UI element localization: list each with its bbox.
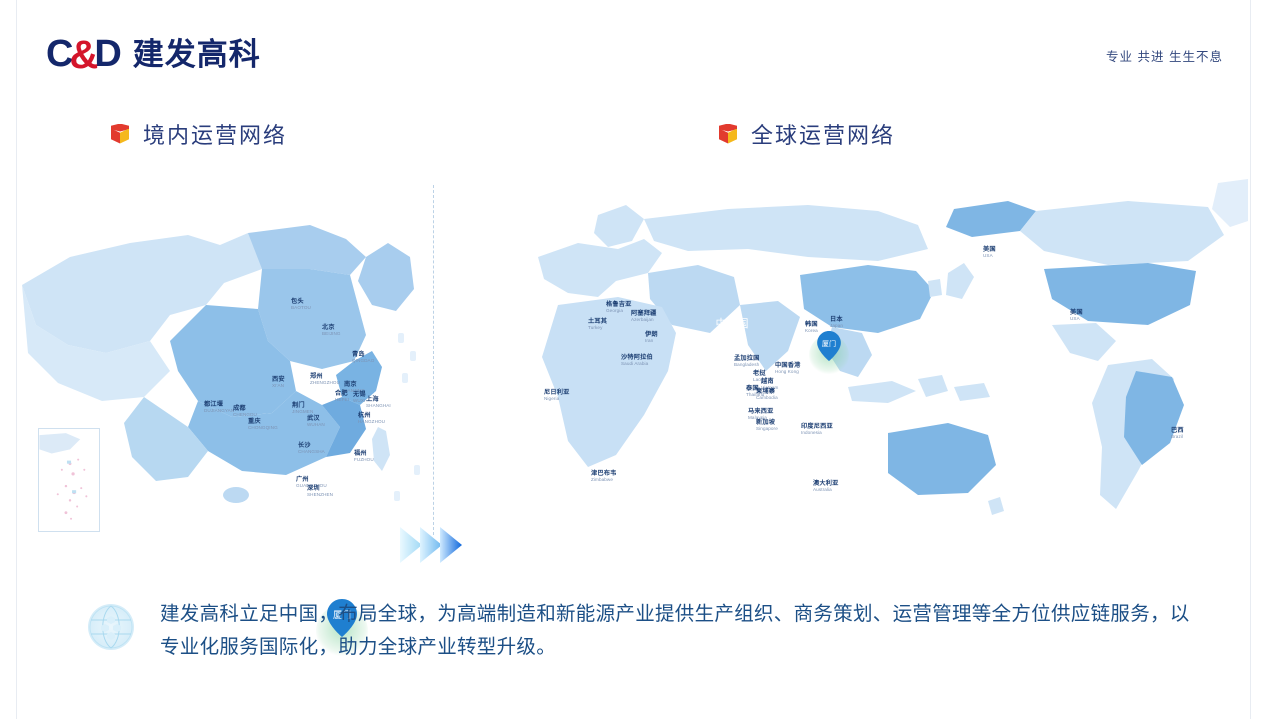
- section-title-global: 全球运营网络: [751, 123, 896, 148]
- map-pin-label: 深圳 SHENZHEN: [307, 485, 334, 497]
- brand-logo: C & D 建发高科: [46, 33, 261, 77]
- logo-mark: C & D: [46, 33, 122, 77]
- svg-text:厦门: 厦门: [333, 609, 351, 620]
- map-pin-label: 合肥 HEFEI: [335, 390, 350, 402]
- china-country-label: 中 国 China: [715, 318, 753, 337]
- frame-line-left: [16, 0, 17, 719]
- map-pin-label: 西安 XI'AN: [272, 376, 285, 388]
- south-china-sea-inset: [38, 428, 100, 532]
- map-pin-label: 柬埔寨 Cambodia: [756, 388, 778, 400]
- map-pin-label: 阿塞拜疆 Azerbaijan: [631, 310, 657, 322]
- map-pin-label: 包头 BAOTOU: [291, 298, 311, 310]
- logo-ampersand: &: [69, 33, 98, 77]
- map-pin-label: 马来西亚 Malaysia: [748, 408, 774, 420]
- map-pin-label: 福州 FUZHOU: [354, 450, 374, 462]
- map-pin-label: 尼日利亚 Nigeria: [544, 389, 570, 401]
- logo-letter-c: C: [46, 33, 73, 75]
- section-title-domestic: 境内运营网络: [143, 123, 288, 148]
- map-pin-label: 青岛 QINGDAO: [352, 351, 375, 363]
- globe-icon: [88, 604, 134, 650]
- map-pin-label: 越南 Vietnam: [761, 378, 779, 390]
- map-pin-label: 美国 USA: [983, 246, 996, 258]
- map-pin-label: 中国香港 Hong Kong: [775, 362, 801, 374]
- map-pin-label: 新加坡 Singapore: [756, 419, 778, 431]
- map-pin-label: 澳大利亚 Australia: [813, 480, 839, 492]
- brand-tagline: 专业 共进 生生不息: [1106, 50, 1223, 64]
- cube-icon: [110, 123, 130, 145]
- map-pin-label: 成都 CHENGDU: [233, 405, 257, 417]
- svg-text:厦门: 厦门: [822, 339, 836, 348]
- map-pin-label: 都江堰 DUJIANGYAN: [204, 401, 235, 413]
- map-pin-label: 老挝 Laos: [753, 370, 766, 382]
- map-pin-label: 印度尼西亚 Indonesia: [801, 423, 833, 435]
- map-pin-label: 广州 GUANGZHOU: [296, 476, 327, 488]
- section-heading-global: 全球运营网络: [718, 118, 895, 150]
- map-pin-label: 重庆 CHONGQING: [248, 418, 278, 430]
- slide-header: C & D 建发高科 专业 共进 生生不息: [0, 0, 1267, 100]
- china-map: 厦门 包头 BAOTOU 北京 BEIJING 青岛 QINGDAO 西安 XI'AN 郑州 ZH…: [10, 165, 430, 657]
- map-pin-label: 伊朗 Iran: [645, 331, 658, 343]
- pane-divider: [433, 185, 434, 535]
- cube-icon: [718, 123, 738, 145]
- world-map: 中 国 China 厦门 格鲁吉亚 Georgia 阿塞拜疆 Azerbaijan 土耳…: [448, 165, 1248, 560]
- map-pin-label: 泰国 Thailand: [746, 385, 765, 397]
- section-heading-domestic: 境内运营网络: [110, 118, 287, 150]
- map-pin-label: 荆门 JINGMEN: [292, 402, 314, 414]
- map-pin-label: 土耳其 Turkey: [588, 318, 608, 330]
- map-pin-label: 韩国 Korea: [805, 321, 818, 333]
- map-pin-label: 津巴布韦 Zimbabwe: [591, 470, 617, 482]
- map-pin-label: 长沙 CHANGSHA: [298, 442, 325, 454]
- map-pin-label: 格鲁吉亚 Georgia: [606, 301, 632, 313]
- map-pin-label: 杭州 HANGZHOU: [358, 412, 386, 424]
- map-pin-headquarters[interactable]: 厦门: [327, 599, 357, 637]
- map-pin-headquarters-world[interactable]: 厦门: [817, 331, 841, 361]
- map-pin-label: 南京 NANJING: [344, 381, 365, 393]
- logo-letter-d: D: [94, 33, 121, 75]
- map-pin-label: 北京 BEIJING: [322, 324, 341, 336]
- map-pin-label: 孟加拉国 Bangladesh: [734, 355, 760, 367]
- logo-chinese-name: 建发高科: [132, 36, 261, 72]
- map-pin-label: 无锡 WUXI: [353, 391, 366, 403]
- slide-footer: 建发高科立足中国，布局全球，为高端制造和新能源产业提供生产组织、商务策划、运营管…: [0, 590, 1267, 685]
- maps-area: 厦门 包头 BAOTOU 北京 BEIJING 青岛 QINGDAO 西安 XI'AN 郑州 ZH…: [0, 165, 1267, 657]
- footer-description: 建发高科立足中国，布局全球，为高端制造和新能源产业提供生产组织、商务策划、运营管…: [160, 603, 1190, 658]
- map-pin-label: 美国 USA: [1070, 309, 1083, 321]
- map-pin-label: 郑州 ZHENGZHOU: [310, 373, 340, 385]
- frame-line-right: [1250, 0, 1251, 719]
- map-pin-label: 沙特阿拉伯 Saudi Arabia: [621, 354, 653, 366]
- triple-chevron-right-icon: [398, 523, 474, 567]
- map-pin-label: 日本 Japan: [830, 316, 844, 328]
- map-pin-label: 上海 SHANGHAI: [366, 396, 391, 408]
- map-pin-label: 巴西 Brazil: [1171, 427, 1184, 439]
- map-pin-label: 武汉 WUHAN: [307, 415, 325, 427]
